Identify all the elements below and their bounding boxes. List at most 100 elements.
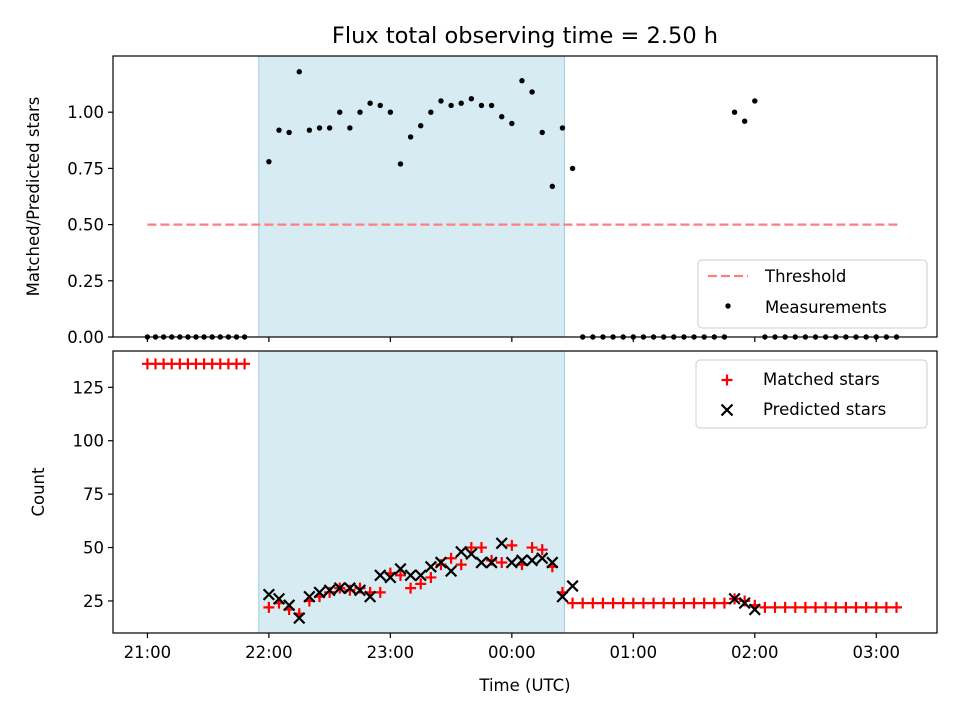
data-point bbox=[306, 127, 313, 133]
bottom-panel: 25 50 75 100 125 21:00 22:00 23:00 00:00 01:00 02:… bbox=[29, 350, 938, 695]
data-point bbox=[364, 590, 377, 603]
data-point bbox=[407, 134, 414, 140]
data-point bbox=[475, 556, 488, 569]
data-point bbox=[333, 582, 346, 595]
data-point bbox=[448, 102, 454, 109]
data-point bbox=[718, 597, 730, 609]
x-tick-label: 22:00 bbox=[245, 643, 293, 662]
legend-predicted-swatch bbox=[720, 403, 734, 417]
data-point bbox=[810, 601, 822, 613]
data-point bbox=[509, 120, 515, 127]
data-point bbox=[425, 571, 437, 583]
data-point bbox=[394, 562, 407, 575]
data-point bbox=[296, 69, 302, 75]
data-point bbox=[779, 601, 791, 613]
data-point bbox=[741, 118, 748, 124]
data-point bbox=[587, 597, 599, 609]
y-tick-label: 100 bbox=[73, 432, 105, 451]
data-point bbox=[323, 584, 336, 597]
data-point bbox=[266, 158, 272, 165]
axes-frame bbox=[112, 350, 938, 634]
x-tick-label: 01:00 bbox=[610, 643, 658, 662]
data-point bbox=[397, 161, 404, 167]
data-point bbox=[597, 597, 609, 609]
data-point bbox=[262, 588, 275, 601]
data-point bbox=[515, 554, 529, 567]
data-point bbox=[698, 597, 710, 609]
legend-measurements-swatch bbox=[725, 303, 731, 309]
data-point bbox=[343, 582, 356, 595]
data-point bbox=[405, 582, 417, 594]
data-point bbox=[891, 601, 903, 613]
x-axis-label: Time (UTC) bbox=[478, 676, 570, 695]
data-point bbox=[428, 109, 434, 115]
y-tick-label: 1.00 bbox=[67, 103, 104, 122]
data-point bbox=[445, 564, 458, 578]
data-point bbox=[465, 547, 478, 561]
observing-window-band bbox=[258, 55, 565, 338]
axes-frame bbox=[112, 55, 938, 338]
data-point bbox=[394, 569, 406, 581]
data-point bbox=[708, 597, 720, 609]
data-point bbox=[387, 109, 394, 115]
data-point bbox=[337, 109, 343, 115]
y-tick-label: 25 bbox=[83, 592, 104, 611]
data-point bbox=[303, 590, 316, 603]
data-point bbox=[374, 569, 387, 582]
data-point bbox=[870, 601, 882, 613]
x-tick-label: 00:00 bbox=[488, 643, 536, 662]
data-point bbox=[567, 597, 579, 609]
data-point bbox=[488, 102, 495, 109]
data-point bbox=[263, 601, 275, 613]
data-point bbox=[377, 102, 383, 109]
data-point bbox=[367, 100, 373, 106]
data-point bbox=[668, 597, 680, 609]
data-point bbox=[434, 556, 448, 569]
data-point bbox=[526, 542, 538, 554]
data-point bbox=[353, 584, 367, 597]
figure-title: Flux total observing time = 2.50 h bbox=[332, 23, 718, 49]
data-point bbox=[678, 597, 690, 609]
data-point bbox=[799, 601, 811, 613]
top-panel: 0.00 0.25 0.50 0.75 1.00 Matched/Predicted st… bbox=[24, 55, 938, 347]
data-point bbox=[272, 592, 286, 605]
data-point bbox=[820, 601, 832, 613]
data-point bbox=[239, 358, 251, 370]
data-point bbox=[566, 579, 579, 593]
data-point bbox=[418, 122, 424, 129]
legend: Threshold Measurements bbox=[697, 259, 928, 329]
data-point bbox=[546, 556, 559, 569]
data-point bbox=[458, 100, 464, 106]
data-point bbox=[499, 113, 505, 120]
data-point bbox=[529, 89, 535, 95]
data-point bbox=[374, 586, 386, 598]
data-point bbox=[475, 542, 487, 554]
data-point bbox=[688, 597, 700, 609]
data-point bbox=[445, 552, 457, 564]
data-point bbox=[357, 109, 363, 115]
data-point bbox=[414, 569, 427, 582]
data-point bbox=[415, 578, 427, 590]
legend-matched-swatch bbox=[721, 374, 733, 386]
data-point bbox=[495, 537, 508, 550]
data-point bbox=[536, 552, 549, 565]
data-point bbox=[485, 556, 498, 569]
y-tick-label: 0.25 bbox=[67, 272, 104, 291]
legend-threshold-label: Threshold bbox=[764, 267, 846, 286]
x-tick-label: 02:00 bbox=[731, 643, 779, 662]
legend: Matched stars Predicted stars bbox=[695, 359, 928, 429]
data-point bbox=[478, 102, 485, 109]
data-point bbox=[519, 78, 525, 84]
y-tick-label: 0.50 bbox=[67, 216, 104, 235]
data-point bbox=[840, 601, 852, 613]
legend-measurements-label: Measurements bbox=[765, 298, 887, 317]
data-point bbox=[286, 129, 292, 136]
data-point bbox=[326, 125, 333, 131]
data-point bbox=[455, 545, 468, 558]
x-tick-label: 03:00 bbox=[852, 643, 900, 662]
data-point bbox=[627, 597, 639, 609]
y-axis-label: Matched/Predicted stars bbox=[24, 97, 43, 297]
data-point bbox=[738, 597, 751, 610]
data-point bbox=[313, 586, 326, 599]
